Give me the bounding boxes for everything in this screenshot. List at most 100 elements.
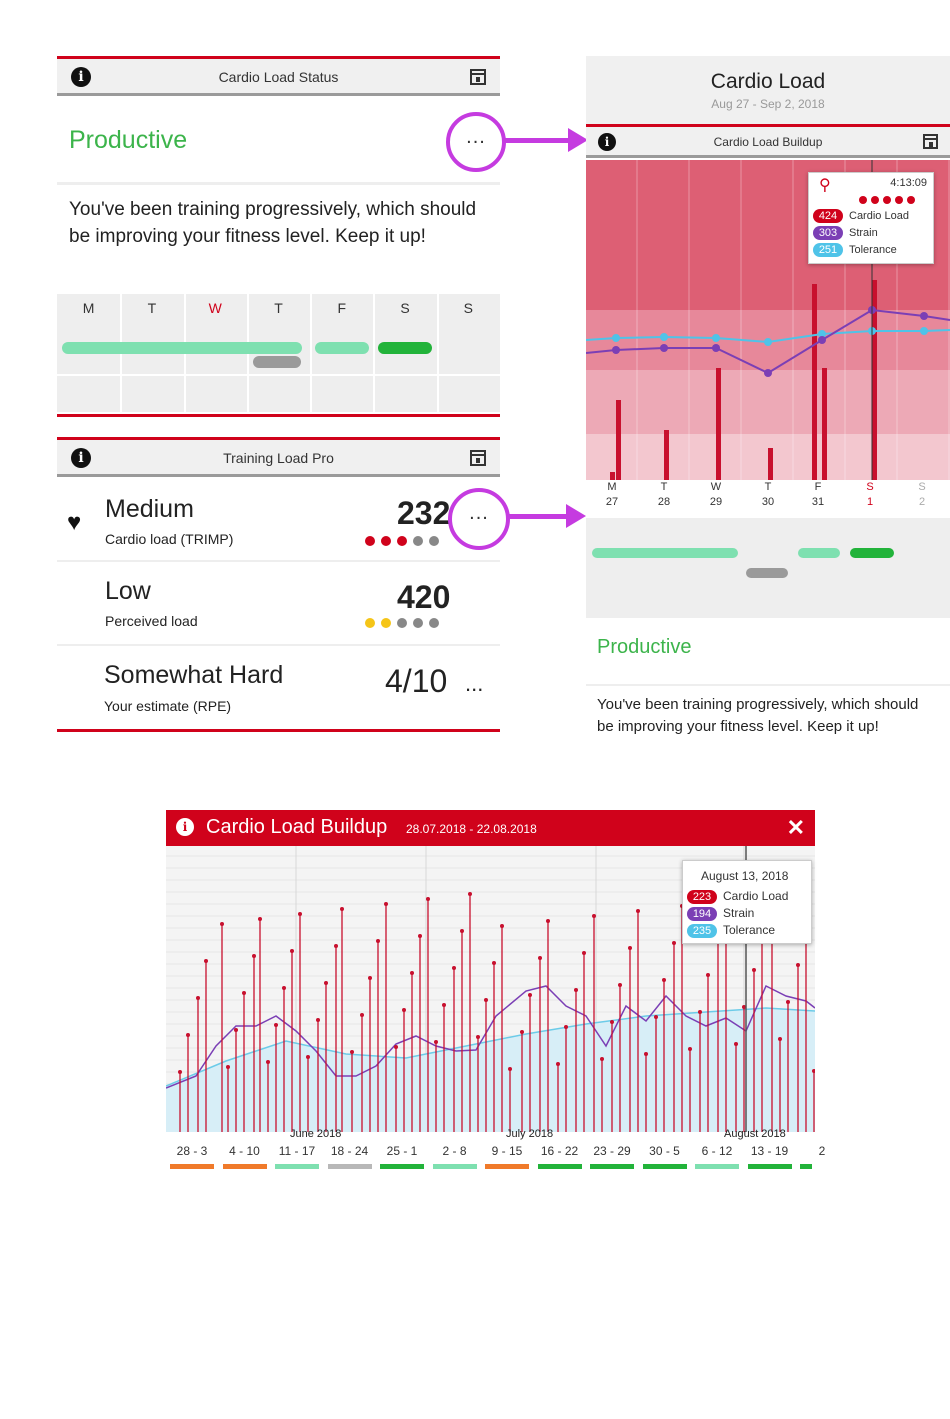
- day-label: S 2: [918, 481, 926, 508]
- week-status-bar: [275, 1164, 319, 1169]
- row-divider: [57, 560, 500, 562]
- week-status-bar: [537, 1164, 582, 1169]
- info-icon[interactable]: i: [176, 818, 194, 836]
- panel-bottom-border: [57, 414, 500, 417]
- tooltip-row-tolerance: 235 Tolerance: [687, 923, 788, 940]
- week-label: 30 - 5: [649, 1144, 680, 1158]
- tooltip-date: August 13, 2018: [701, 869, 789, 883]
- bike-icon: ⚲: [819, 177, 831, 194]
- status-description: You've been training progressively, whic…: [69, 199, 477, 247]
- divider: [57, 182, 500, 185]
- load-dot: [413, 618, 423, 628]
- week-label: 16 - 22: [540, 1144, 579, 1158]
- week-status-bar: [695, 1164, 739, 1169]
- load-dot: [381, 536, 391, 546]
- month-label: August 2018: [724, 1128, 786, 1140]
- load-dots: [365, 533, 445, 551]
- arrow-head-icon: [568, 128, 588, 152]
- day-label: T 30: [761, 481, 775, 508]
- more-options-button[interactable]: ...: [465, 671, 484, 696]
- load-dot: [429, 618, 439, 628]
- panel-header: i Cardio Load Status: [57, 56, 500, 96]
- status-description: You've been training progressively, whic…: [597, 696, 919, 735]
- load-level: Low: [105, 577, 151, 605]
- week-label: 6 - 12: [701, 1144, 733, 1158]
- week-label: 18 - 24: [330, 1144, 369, 1158]
- info-icon[interactable]: i: [71, 67, 91, 87]
- load-dot: [429, 536, 439, 546]
- day-label: S 1: [866, 481, 874, 508]
- buildup-title: Cardio Load Buildup: [206, 816, 388, 838]
- week-status-bar: [327, 1164, 372, 1169]
- week-load-bar: [315, 342, 369, 354]
- calendar-icon[interactable]: [470, 450, 486, 466]
- day-label: T 28: [657, 481, 671, 508]
- week-label: 2 - 8: [442, 1144, 467, 1158]
- week-label: 28 - 3: [176, 1144, 208, 1158]
- load-dot: [397, 618, 407, 628]
- week-status-bar: [590, 1164, 634, 1169]
- week-status-bar: [747, 1164, 792, 1169]
- row-divider: [57, 644, 500, 646]
- training-load-pro-panel: i Training Load Pro ♥ Medium Cardio load…: [57, 437, 500, 735]
- load-value: 4/10: [385, 663, 448, 699]
- cardio-load-screen: Cardio Load Aug 27 - Sep 2, 2018 i Cardi…: [586, 56, 950, 766]
- info-icon[interactable]: i: [598, 133, 616, 151]
- divider: [586, 684, 950, 686]
- tooltip-row-load: 424 Cardio Load: [813, 209, 909, 226]
- arrow-head-icon: [566, 504, 586, 528]
- status-label: Productive: [69, 126, 188, 154]
- month-label: July 2018: [506, 1128, 554, 1140]
- week-label: 25 - 1: [386, 1144, 418, 1158]
- heart-icon: ♥: [67, 509, 82, 536]
- week-day-label: T: [274, 300, 283, 316]
- load-level: Somewhat Hard: [104, 661, 284, 689]
- day-label: W 29: [709, 481, 723, 508]
- day-label: M 27: [605, 481, 619, 508]
- week-label: 23 - 29: [593, 1144, 631, 1158]
- week-day-label: F: [337, 300, 347, 316]
- buildup-header: i Cardio Load Buildup 28.07.2018 - 22.08…: [166, 810, 815, 846]
- tooltip-time: 4:13:09: [890, 177, 927, 189]
- status-label: Productive: [597, 636, 692, 658]
- week-status-bar: [800, 1164, 812, 1169]
- week-status-bar: [485, 1164, 529, 1169]
- info-icon[interactable]: i: [71, 448, 91, 468]
- chart-tooltip: ⚲ 4:13:09 424 Cardio Load 303 Strain 251 To…: [808, 172, 934, 264]
- weekly-load-chart: [586, 160, 950, 480]
- more-options-button[interactable]: ...: [446, 112, 506, 172]
- screen-title: Cardio Load: [710, 70, 826, 93]
- load-dot: [413, 536, 423, 546]
- week-day-label: T: [147, 300, 157, 316]
- close-icon[interactable]: ✕: [786, 815, 805, 840]
- load-dot: [397, 536, 407, 546]
- buildup-date-range: 28.07.2018 - 22.08.2018: [406, 822, 537, 836]
- panel-title: Cardio Load Status: [218, 69, 339, 85]
- week-status-bar: [642, 1164, 687, 1169]
- tooltip-dots: [859, 193, 915, 207]
- more-options-button[interactable]: ...: [448, 488, 510, 550]
- load-level: Medium: [105, 495, 194, 523]
- tooltip-row-load: 223 Cardio Load: [687, 889, 788, 906]
- screen-date-range: Aug 27 - Sep 2, 2018: [711, 97, 825, 111]
- calendar-icon[interactable]: [923, 134, 938, 149]
- week-label: 2: [818, 1144, 826, 1158]
- load-dot: [381, 618, 391, 628]
- week-label: 13 - 19: [750, 1144, 789, 1158]
- week-load-bar: [253, 356, 301, 368]
- day-label: F 31: [811, 481, 825, 508]
- load-bar: [716, 368, 721, 480]
- arrow-connector: [504, 138, 574, 143]
- week-load-bar: [62, 342, 302, 354]
- load-dot: [365, 536, 375, 546]
- week-label: 11 - 17: [278, 1144, 316, 1158]
- week-status-bar: [170, 1164, 214, 1169]
- week-label: 4 - 10: [229, 1144, 260, 1158]
- week-day-label: W: [208, 300, 222, 316]
- load-dots: [365, 615, 445, 633]
- panel-header: i Cardio Load Buildup: [586, 124, 950, 158]
- calendar-icon[interactable]: [470, 69, 486, 85]
- week-status-bar: [432, 1164, 477, 1169]
- month-label: June 2018: [290, 1128, 342, 1140]
- buildup-panel: i Cardio Load Buildup 28.07.2018 - 22.08…: [166, 810, 825, 1172]
